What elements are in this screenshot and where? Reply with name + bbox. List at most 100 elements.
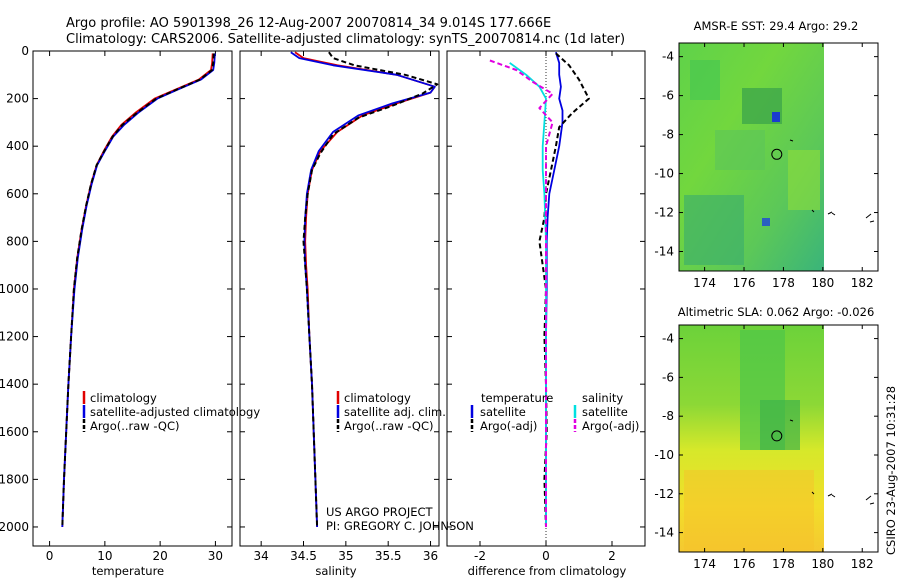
- y-tick-label: -12: [654, 206, 674, 220]
- sla-patch: [684, 470, 814, 550]
- salinity-series: [290, 51, 439, 528]
- x-tick-label: 176: [733, 276, 756, 290]
- difference-series: [489, 51, 590, 528]
- x-tick-label: 180: [811, 557, 834, 571]
- temperature-xlabel: temperature: [92, 564, 164, 578]
- x-tick-label: 2: [608, 549, 616, 563]
- x-tick-label: -2: [474, 549, 486, 563]
- y-tick-label: 800: [6, 234, 29, 248]
- x-tick-label: 34.5: [290, 549, 317, 563]
- series-line-argo-raw-qc: [61, 53, 215, 528]
- x-tick-label: 178: [772, 557, 795, 571]
- x-tick-label: 0: [46, 549, 54, 563]
- y-tick-label: -6: [662, 89, 674, 103]
- y-tick-label: 1000: [0, 282, 29, 296]
- temperature-axis-ticks: 0 10 20 30 0 200 400 600 800 1000 1200 1400 1600 1800…: [0, 44, 232, 563]
- timestamp: CSIRO 23-Aug-2007 10:31:28: [884, 386, 898, 555]
- salinity-axis-ticks: 34 34.5 35 35.5 36: [240, 50, 439, 563]
- y-tick-label: -14: [654, 245, 674, 259]
- y-tick-label: 400: [6, 139, 29, 153]
- sla-map-ticks: 174 176 178 180 182 -4 -6 -8 -10 -12 -14: [654, 325, 878, 571]
- temperature-series: [61, 53, 216, 528]
- sla-land-mask: [824, 325, 878, 552]
- sla-coastline: [789, 419, 875, 505]
- sst-map-ticks: 174 176 178 180 182 -4 -6 -8 -10 -12 -14: [654, 43, 878, 290]
- x-tick-label: 35: [338, 549, 353, 563]
- y-tick-label: -4: [662, 332, 674, 346]
- y-tick-label: -10: [654, 167, 674, 181]
- series-line-argo-raw-qc: [302, 51, 439, 528]
- x-tick-label: 10: [97, 549, 112, 563]
- legend-label-satellite-adj: satellite adj. clim.: [344, 405, 446, 419]
- y-tick-label: 0: [21, 44, 29, 58]
- y-tick-label: 1200: [0, 330, 29, 344]
- sst-map-frame: [678, 42, 879, 272]
- y-tick-label: -14: [654, 526, 674, 540]
- sla-argo-position-marker: [771, 430, 783, 442]
- sst-patch: [684, 195, 744, 265]
- y-tick-label: 600: [6, 187, 29, 201]
- y-tick-label: -4: [662, 50, 674, 64]
- temperature-legend: climatology satellite-adjusted climatolo…: [82, 391, 260, 433]
- sst-map: [678, 42, 879, 272]
- sla-map-title: Altimetric SLA: 0.062 Argo: -0.026: [678, 305, 875, 319]
- y-tick-label: -10: [654, 448, 674, 462]
- salinity-legend: climatology satellite adj. clim. Argo(..…: [336, 391, 446, 433]
- x-tick-label: 182: [851, 557, 874, 571]
- y-tick-label: -8: [662, 128, 674, 142]
- series-line-satellite-adj-clim: [290, 51, 436, 528]
- x-tick-label: 34: [254, 549, 269, 563]
- y-tick-label: -6: [662, 370, 674, 384]
- y-tick-label: -8: [662, 409, 674, 423]
- x-tick-label: 30: [208, 549, 223, 563]
- x-tick-label: 180: [811, 276, 834, 290]
- difference-xlabel: difference from climatology: [468, 564, 627, 578]
- legend-label-climatology: climatology: [344, 391, 411, 405]
- x-tick-label: 178: [772, 276, 795, 290]
- sst-cold-spot: [762, 218, 770, 226]
- legend-label-sal-satellite: satellite: [582, 405, 628, 419]
- sst-map-title: AMSR-E SST: 29.4 Argo: 29.2: [694, 19, 859, 33]
- y-tick-label: 1800: [0, 472, 29, 486]
- y-tick-label: 2000: [0, 520, 29, 534]
- sst-argo-position-marker: [771, 148, 783, 160]
- difference-legend: temperature salinity satellite Argo(-adj…: [470, 391, 639, 433]
- series-line-climatology: [294, 51, 436, 528]
- temperature-panel-frame: [32, 50, 233, 547]
- sst-cold-spot: [772, 112, 780, 122]
- legend-label-temp-argo: Argo(-adj): [480, 419, 537, 433]
- x-tick-label: 182: [851, 276, 874, 290]
- sst-patch: [690, 60, 720, 100]
- sla-map: [678, 324, 879, 553]
- legend-header-salinity: salinity: [582, 391, 623, 405]
- sst-patch: [715, 130, 765, 170]
- legend-label-temp-satellite: satellite: [480, 405, 526, 419]
- credit-pi: PI: GREGORY C. JOHNSON: [326, 519, 474, 533]
- salinity-panel-frame: [239, 50, 440, 547]
- legend-label-argo: Argo(..raw -QC): [344, 419, 434, 433]
- legend-label-satellite-adjusted: satellite-adjusted climatology: [90, 405, 260, 419]
- sla-patch: [760, 400, 800, 450]
- legend-header-temperature: temperature: [481, 391, 553, 405]
- credit-project: US ARGO PROJECT: [326, 505, 434, 519]
- y-tick-label: -12: [654, 487, 674, 501]
- x-tick-label: 36: [423, 549, 438, 563]
- legend-label-climatology: climatology: [90, 391, 157, 405]
- series-line-argo-adj: [489, 59, 554, 527]
- series-line-satellite: [545, 51, 564, 527]
- x-tick-label: 0: [542, 549, 550, 563]
- y-tick-label: 200: [6, 92, 29, 106]
- x-tick-label: 174: [693, 276, 716, 290]
- series-line-climatology: [61, 53, 214, 528]
- figure-title-line1: Argo profile: AO 5901398_26 12-Aug-2007 …: [66, 16, 551, 31]
- figure-title-line2: Climatology: CARS2006. Satellite-adjuste…: [66, 32, 625, 47]
- x-tick-label: 176: [733, 557, 756, 571]
- legend-label-argo: Argo(..raw -QC): [90, 419, 180, 433]
- legend-label-sal-argo: Argo(-adj): [582, 419, 639, 433]
- x-tick-label: 35.5: [375, 549, 402, 563]
- salinity-xlabel: salinity: [315, 564, 356, 578]
- x-tick-label: 174: [693, 557, 716, 571]
- sst-coastline: [789, 139, 875, 223]
- y-tick-label: 1600: [0, 425, 29, 439]
